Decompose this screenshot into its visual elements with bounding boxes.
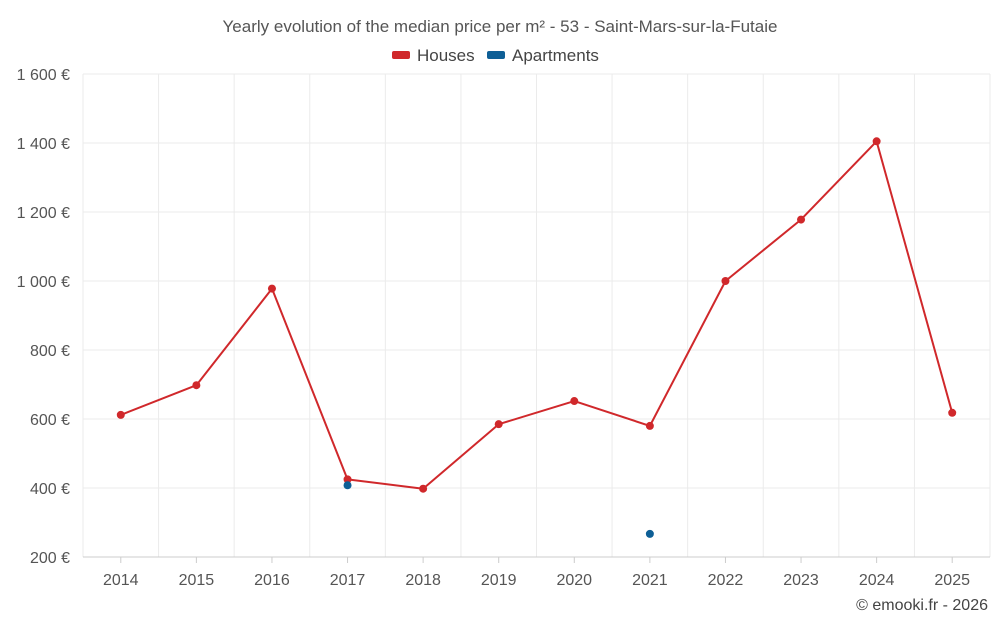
x-axis: 2014 2015 2016 2017 2018 2019 2020 2021 2022 2023… <box>83 556 990 589</box>
legend: Houses Apartments <box>392 46 599 65</box>
data-point-houses[interactable] <box>570 397 579 406</box>
x-tick-label: 2023 <box>783 572 819 589</box>
x-tick-label: 2025 <box>934 572 970 589</box>
series-line-houses <box>120 140 954 490</box>
legend-label-apartments[interactable]: Apartments <box>512 46 599 65</box>
x-tick-label: 2020 <box>556 572 592 589</box>
credit-text: © emooki.fr - 2026 <box>856 597 988 614</box>
y-tick-label: 1 600 € <box>17 67 70 84</box>
y-tick-label: 1 000 € <box>17 274 70 291</box>
x-tick-label: 2024 <box>859 572 895 589</box>
data-point-houses[interactable] <box>494 420 503 429</box>
legend-label-houses[interactable]: Houses <box>417 46 475 65</box>
legend-swatch-houses <box>392 51 410 59</box>
data-point-houses[interactable] <box>797 215 806 224</box>
x-tick-label: 2022 <box>708 572 744 589</box>
data-point-houses[interactable] <box>948 408 957 417</box>
x-tick-label: 2016 <box>254 572 290 589</box>
series-houses <box>116 137 957 493</box>
x-tick-label: 2018 <box>405 572 441 589</box>
y-tick-label: 1 200 € <box>17 205 70 222</box>
data-point-houses[interactable] <box>872 137 881 146</box>
data-point-houses[interactable] <box>192 381 201 390</box>
series <box>116 137 957 538</box>
grid <box>82 73 991 557</box>
data-point-houses[interactable] <box>343 475 352 484</box>
data-point-houses[interactable] <box>116 410 125 419</box>
y-tick-label: 1 400 € <box>17 136 70 153</box>
y-tick-label: 600 € <box>30 412 70 429</box>
x-tick-label: 2021 <box>632 572 668 589</box>
legend-swatch-apartments <box>487 51 505 59</box>
chart-title: Yearly evolution of the median price per… <box>223 17 778 36</box>
x-tick-label: 2014 <box>103 572 139 589</box>
data-point-houses[interactable] <box>721 277 730 285</box>
data-point-apartments[interactable] <box>343 481 352 490</box>
y-tick-label: 800 € <box>30 343 70 360</box>
x-tick-label: 2017 <box>330 572 366 589</box>
x-tick-label: 2015 <box>179 572 215 589</box>
y-tick-label: 400 € <box>30 481 70 498</box>
series-apartments <box>343 481 654 538</box>
y-axis: 200 € 400 € 600 € 800 € 1 000 € 1 200 € 1 400 … <box>17 67 70 567</box>
data-point-apartments[interactable] <box>645 529 654 538</box>
data-point-houses[interactable] <box>419 484 428 493</box>
y-tick-label: 200 € <box>30 550 70 567</box>
x-tick-label: 2019 <box>481 572 517 589</box>
data-point-houses[interactable] <box>645 421 654 430</box>
data-point-houses[interactable] <box>267 284 276 293</box>
